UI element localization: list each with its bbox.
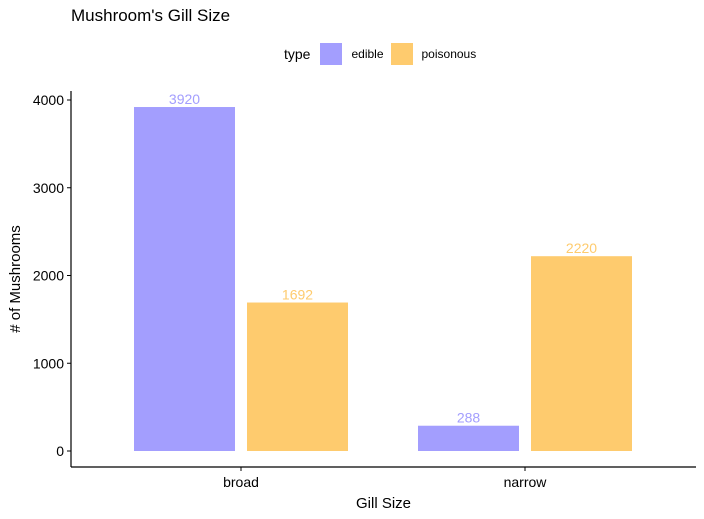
data-label-narrow-edible: 288: [457, 410, 481, 426]
legend-item-poisonous: poisonous: [390, 43, 477, 65]
axes-layer: 0 1000 2000 3000 4000 broad narrow Gill Size # o…: [7, 91, 696, 512]
bar-narrow-edible: [418, 425, 519, 451]
data-labels-layer: 3920 1692 288 2220: [169, 91, 597, 426]
data-label-broad-poisonous: 1692: [282, 287, 313, 303]
bar-narrow-poisonous: [531, 256, 632, 451]
legend-item-edible: edible: [320, 43, 384, 65]
legend-swatch-edible: [320, 43, 343, 65]
y-tick-label-1000: 1000: [33, 355, 64, 371]
y-tick-label-0: 0: [56, 443, 64, 459]
x-tick-label-narrow: narrow: [504, 474, 548, 490]
legend-swatch-poisonous: [390, 43, 413, 65]
y-tick-label-2000: 2000: [33, 268, 64, 284]
data-label-broad-edible: 3920: [169, 91, 200, 107]
legend-label-poisonous: poisonous: [421, 47, 477, 61]
legend: type edible poisonous: [284, 42, 483, 66]
x-axis-title: Gill Size: [356, 495, 411, 512]
chart-title: Mushroom's Gill Size: [71, 6, 231, 25]
bars-layer: [134, 107, 632, 452]
y-axis-title: # of Mushrooms: [7, 225, 24, 333]
x-tick-label-broad: broad: [223, 474, 259, 490]
legend-label-edible: edible: [351, 47, 384, 61]
y-tick-label-3000: 3000: [33, 180, 64, 196]
bar-broad-edible: [134, 107, 235, 452]
y-tick-label-4000: 4000: [33, 92, 64, 108]
data-label-narrow-poisonous: 2220: [566, 240, 597, 256]
bar-broad-poisonous: [247, 302, 348, 451]
legend-title: type: [284, 46, 311, 62]
